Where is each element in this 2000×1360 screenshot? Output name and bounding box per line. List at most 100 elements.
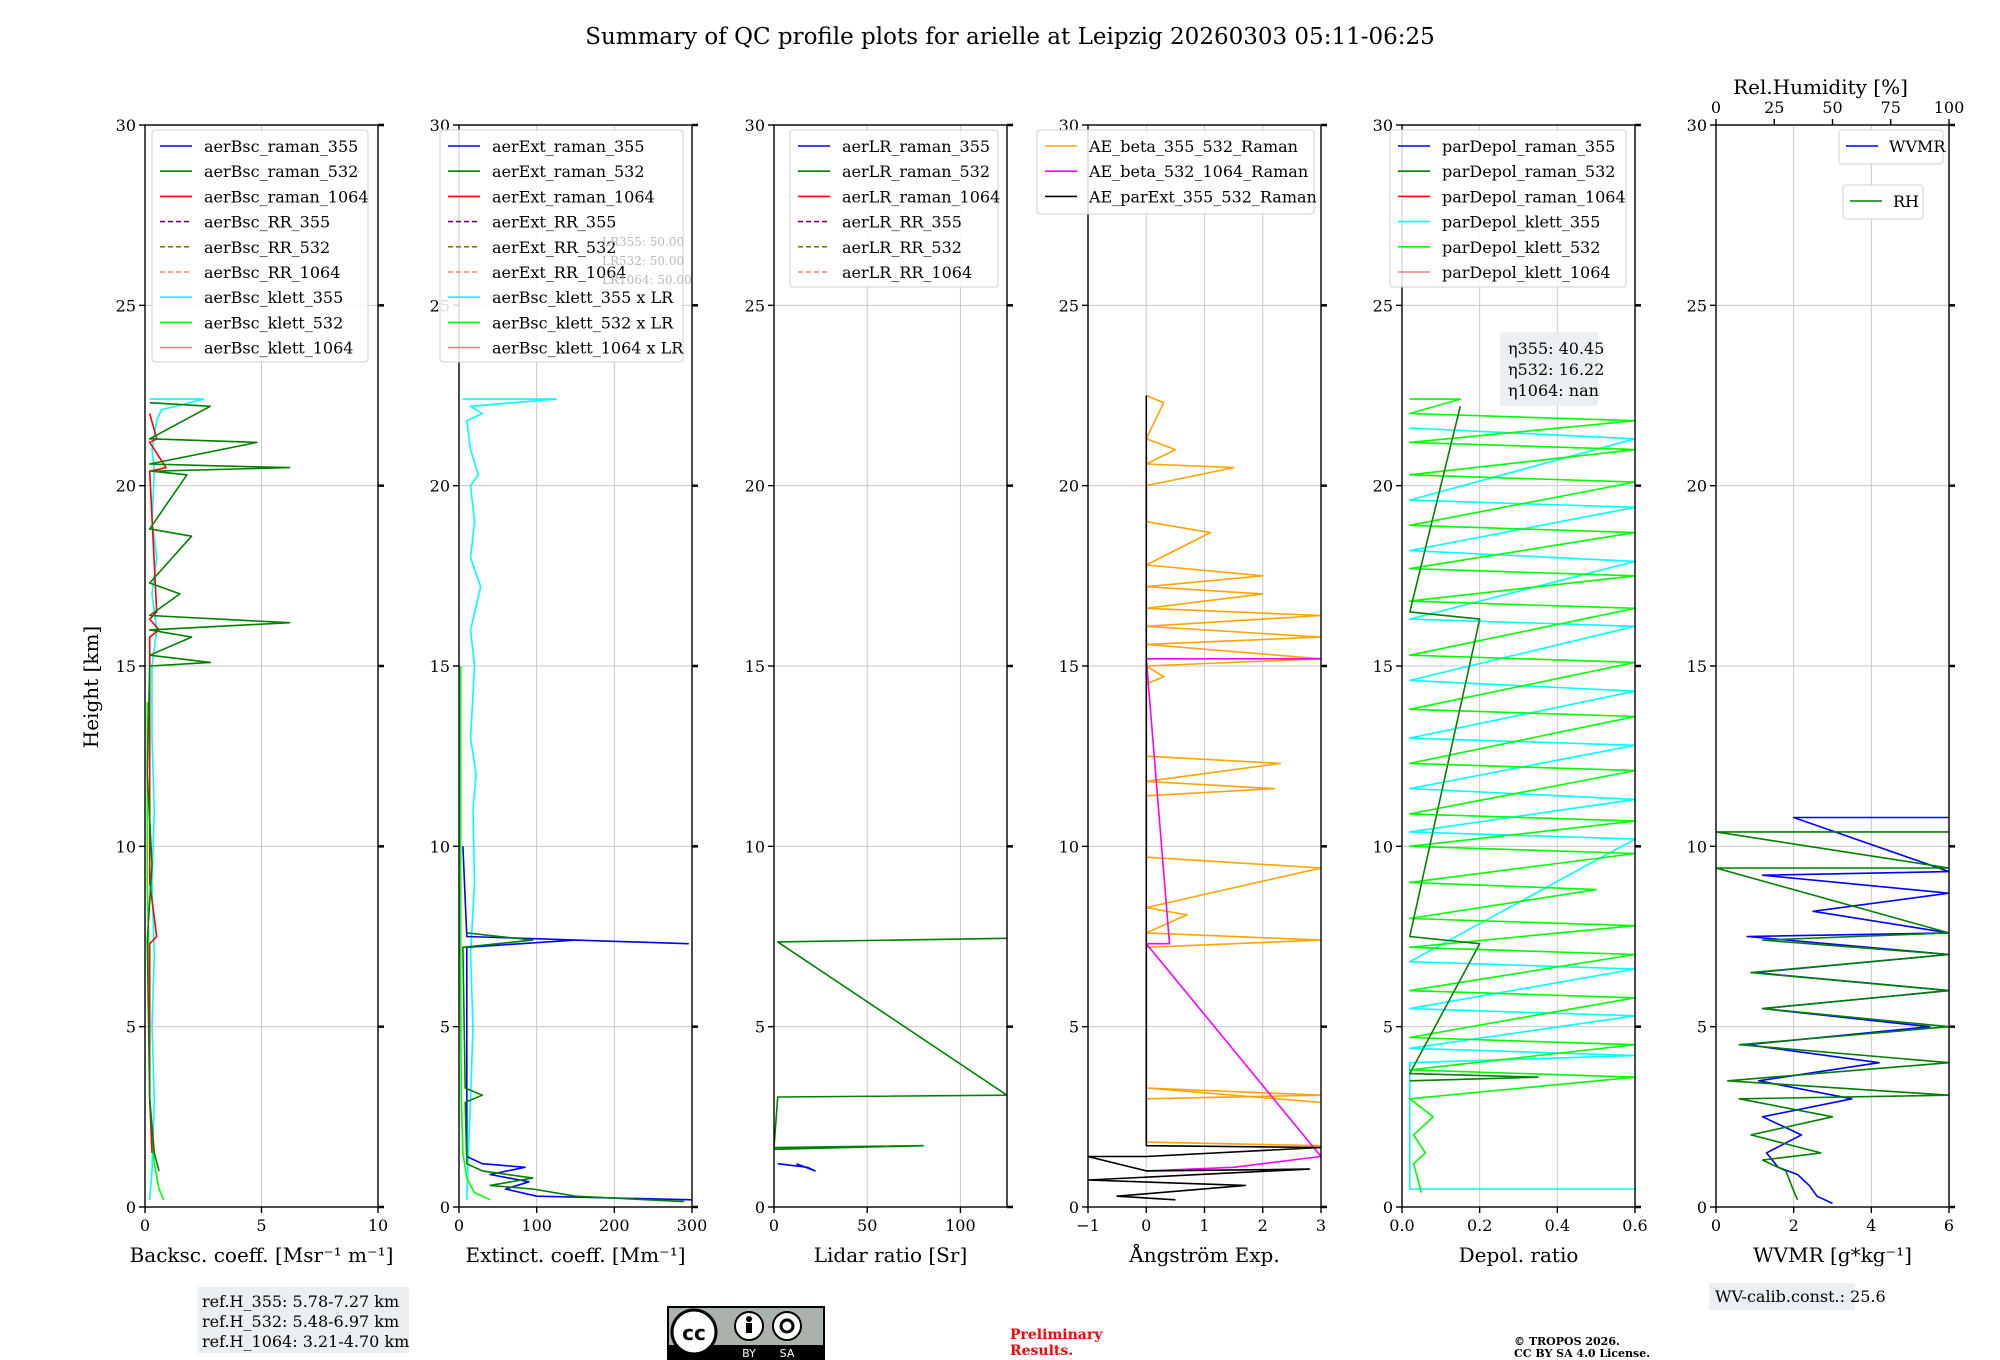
legend-label: aerBsc_klett_1064 x LR xyxy=(492,339,684,358)
lr-1064-text: LR1064: 50.00 xyxy=(602,273,692,287)
legend-label: aerLR_raman_532 xyxy=(842,162,990,181)
x-tick-label: 6 xyxy=(1944,1216,1954,1235)
series-line-aerLR_raman_355 xyxy=(777,1162,816,1172)
legend-label: aerBsc_klett_532 x LR xyxy=(492,313,674,332)
x-tick-label: 0 xyxy=(1141,1216,1151,1235)
legend-label: aerLR_RR_532 xyxy=(842,238,962,257)
y-tick-label: 15 xyxy=(430,657,450,676)
legend-label: aerLR_raman_355 xyxy=(842,137,990,156)
series-line-aerBsc_raman_532 xyxy=(146,401,291,1172)
legend-label: aerLR_raman_1064 xyxy=(842,187,1000,206)
series-line-aerExt_raman_355 xyxy=(462,846,692,1201)
ref-h-355: ref.H_355: 5.78-7.27 km xyxy=(202,1292,399,1311)
y-tick-label: 25 xyxy=(1373,296,1393,315)
x-axis-label: Depol. ratio xyxy=(1459,1243,1579,1267)
panel-backscatter: 0 5 10 15 20 25 30 0 5 10 Backsc. coeff. [Msr⁻¹ m⁻… xyxy=(116,116,394,1267)
legend-label: aerExt_RR_532 xyxy=(492,238,616,257)
y-tick-label: 0 xyxy=(440,1198,450,1217)
y-tick-label: 0 xyxy=(126,1198,136,1217)
series-group xyxy=(1088,394,1321,1201)
x2-tick-label: 50 xyxy=(1822,98,1842,117)
x-tick-label: 5 xyxy=(256,1216,266,1235)
y-tick-label: 5 xyxy=(1697,1018,1707,1037)
y-tick-label: 20 xyxy=(1687,477,1707,496)
legend-label: aerBsc_RR_355 xyxy=(204,213,330,232)
y-tick-label: 30 xyxy=(116,116,136,135)
legend-label: parDepol_klett_355 xyxy=(1442,213,1600,232)
legend-label: parDepol_raman_532 xyxy=(1442,162,1615,181)
x-axis-label: Lidar ratio [Sr] xyxy=(814,1243,968,1267)
x-tick-label: 1 xyxy=(1199,1216,1209,1235)
legend-box xyxy=(789,129,999,288)
legend-label: aerLR_RR_355 xyxy=(842,213,962,232)
legend-box-wvmr xyxy=(1838,129,1944,165)
x-tick-label: 200 xyxy=(599,1216,630,1235)
legend-label-rh: RH xyxy=(1893,192,1919,211)
legend-label: aerBsc_raman_1064 xyxy=(204,187,369,206)
series-line-aerBsc_klett_355 x LR xyxy=(462,398,557,1200)
y-tick-label: 10 xyxy=(1687,837,1707,856)
y-tick-label: 5 xyxy=(1069,1018,1079,1037)
legend-box xyxy=(439,129,684,363)
y-tick-label: 5 xyxy=(755,1018,765,1037)
legend-label: aerBsc_RR_1064 xyxy=(204,263,340,282)
y-tick-label: 30 xyxy=(745,116,765,135)
y-tick-label: 15 xyxy=(1059,657,1079,676)
legend-label: aerExt_RR_355 xyxy=(492,213,616,232)
x-tick-label: 0 xyxy=(1711,1216,1721,1235)
y-tick-label: 5 xyxy=(126,1018,136,1037)
y-tick-label: 0 xyxy=(1069,1198,1079,1217)
legend-box xyxy=(1036,129,1315,215)
wv-calib-box: WV-calib.const.: 25.6 xyxy=(1709,1283,1886,1310)
sa-label: SA xyxy=(780,1347,795,1360)
legend-label: AE_beta_355_532_Raman xyxy=(1088,137,1298,156)
series-line-aerBsc_klett_355 xyxy=(148,398,205,1200)
legend-label: aerBsc_klett_532 xyxy=(204,313,343,332)
ext-lr-annotation: LR355: 50.00 LR532: 50.00 LR1064: 50.00 xyxy=(602,235,692,287)
x-tick-label: 2 xyxy=(1789,1216,1799,1235)
preliminary-text-1: Preliminary xyxy=(1010,1327,1103,1343)
x-tick-label: 10 xyxy=(368,1216,388,1235)
legend-label: aerBsc_klett_355 xyxy=(204,288,343,307)
legend-box xyxy=(1389,129,1627,288)
legend-label: aerExt_raman_1064 xyxy=(492,187,655,206)
legend-label: AE_beta_532_1064_Raman xyxy=(1088,162,1308,181)
x2-axis-label: Rel.Humidity [%] xyxy=(1733,75,1908,99)
by-label: BY xyxy=(742,1347,756,1360)
series-line-parDepol_klett_355 xyxy=(1409,427,1635,1190)
series-line-parDepol_raman_532 xyxy=(1409,406,1539,1082)
legend-label: aerExt_raman_532 xyxy=(492,162,645,181)
figure-title: Summary of QC profile plots for arielle … xyxy=(585,24,1435,50)
legend-label: aerBsc_raman_532 xyxy=(204,162,358,181)
series-line-parDepol_klett_532 xyxy=(1409,398,1635,1193)
x-axis-label: WVMR [g*kg⁻¹] xyxy=(1753,1243,1912,1267)
series-line-AE_beta_355_532_Raman xyxy=(1145,394,1321,1147)
series-group xyxy=(774,937,1007,1172)
y-tick-label: 25 xyxy=(1059,296,1079,315)
x-tick-label: 4 xyxy=(1866,1216,1876,1235)
legend-label: aerBsc_klett_355 x LR xyxy=(492,288,674,307)
copyright-text-2: CC BY SA 4.0 License. xyxy=(1514,1347,1650,1360)
y-tick-label: 10 xyxy=(430,837,450,856)
series-line-RH xyxy=(1716,831,1949,1201)
legend-box-rh xyxy=(1842,184,1924,220)
x-tick-label: 0.4 xyxy=(1545,1216,1570,1235)
by-icon-head xyxy=(746,1316,752,1322)
x2-tick-label: 0 xyxy=(1711,98,1721,117)
eta-box-bg xyxy=(1500,332,1598,406)
panel-depolarization: 0 5 10 15 20 25 30 0.0 0.2 0.4 0.6 Depol. ratio parD… xyxy=(1373,116,1648,1267)
preliminary-text-2: Results. xyxy=(1010,1343,1073,1359)
legend-box xyxy=(151,129,369,363)
x-tick-label: 100 xyxy=(945,1216,976,1235)
eta-355-text: η355: 40.45 xyxy=(1508,339,1604,358)
y-tick-label: 20 xyxy=(116,477,136,496)
y-tick-label: 0 xyxy=(755,1198,765,1217)
x-tick-label: 3 xyxy=(1316,1216,1326,1235)
series-line-aerExt_raman_532 xyxy=(462,932,685,1203)
lr-355-text: LR355: 50.00 xyxy=(602,235,684,249)
y-tick-label: 20 xyxy=(745,477,765,496)
wv-calib-text: WV-calib.const.: 25.6 xyxy=(1715,1287,1886,1306)
legend-label: parDepol_klett_532 xyxy=(1442,238,1600,257)
legend-label: aerBsc_raman_355 xyxy=(204,137,358,156)
